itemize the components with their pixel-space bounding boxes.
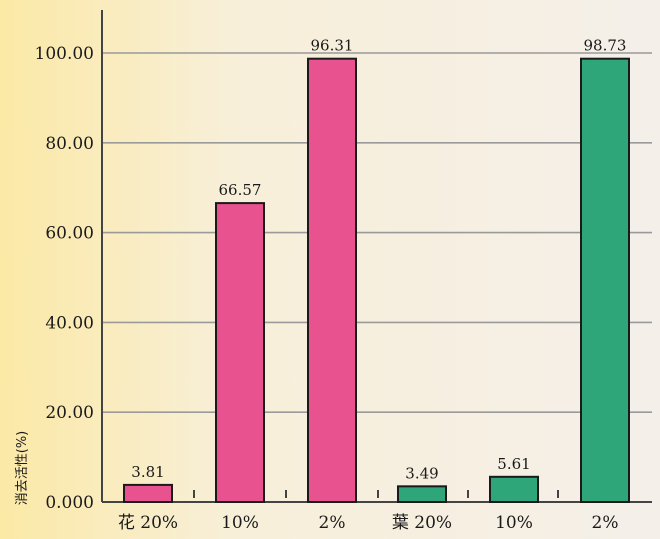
x-tick-label: 10%	[495, 513, 533, 533]
bar	[215, 202, 265, 503]
bars	[123, 57, 630, 503]
data-label: 96.31	[311, 37, 354, 55]
axes	[101, 10, 652, 503]
data-labels: 3.81 66.57 96.31 3.49 5.61 98.73	[131, 37, 626, 483]
x-tick-label: 2%	[319, 513, 346, 533]
data-label: 3.49	[405, 464, 438, 482]
y-tick-label: 40.00	[45, 313, 94, 333]
y-tick-label: 60.00	[45, 224, 94, 244]
y-tick-labels: 0.000 20.00 40.00 60.00 80.00 100.00	[35, 44, 94, 513]
grid-lines	[102, 52, 652, 414]
y-tick-label: 20.00	[45, 403, 94, 423]
data-label: 3.81	[131, 463, 164, 481]
bar	[123, 483, 173, 503]
bar	[397, 485, 447, 503]
category-labels: 花 20% 10% 2% 葉 20% 10% 2%	[118, 513, 619, 533]
x-tick-label: 10%	[221, 513, 259, 533]
data-label: 5.61	[497, 455, 530, 473]
bar	[307, 57, 357, 503]
x-tick-label: 葉 20%	[392, 513, 452, 533]
data-label: 98.73	[584, 37, 627, 55]
bar	[580, 57, 630, 503]
data-label: 66.57	[219, 181, 262, 199]
y-tick-label: 0.000	[45, 493, 94, 513]
x-tick-label: 花 20%	[118, 513, 178, 533]
y-axis-label: 消去活性(%)	[15, 431, 30, 506]
y-tick-label: 100.00	[35, 44, 94, 64]
y-tick-label: 80.00	[45, 134, 94, 154]
x-tick-label: 2%	[592, 513, 619, 533]
bar	[489, 475, 539, 503]
